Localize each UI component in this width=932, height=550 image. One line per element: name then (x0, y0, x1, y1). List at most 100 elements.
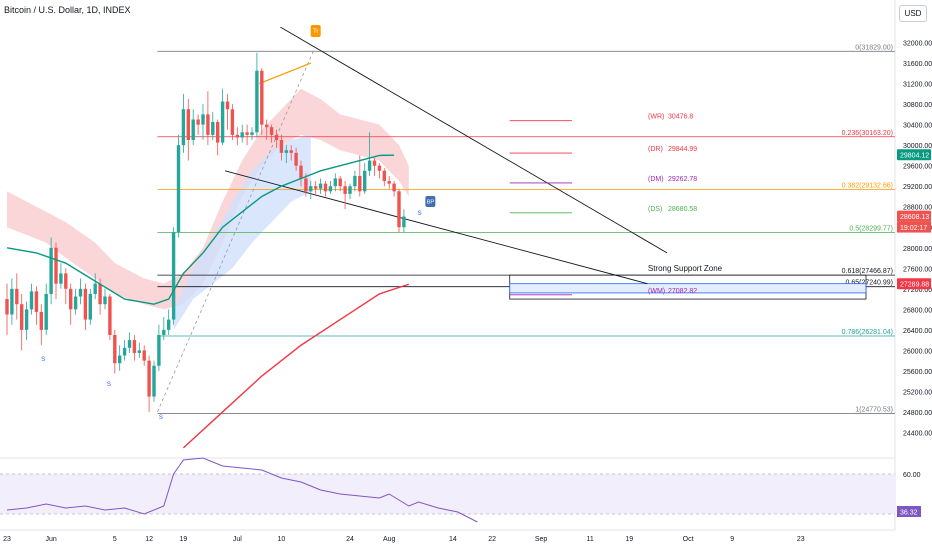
currency-button[interactable]: USD (899, 5, 927, 22)
candle-body (309, 186, 313, 192)
candle-body (103, 296, 107, 305)
time-tick-label: 19 (180, 536, 188, 543)
candle-body (39, 311, 43, 330)
ema-20-line (6, 154, 395, 305)
candle-body (265, 124, 269, 128)
s-marker: S (159, 415, 163, 421)
candle-body (377, 165, 382, 171)
candle-body (127, 340, 132, 348)
candle-body (397, 191, 401, 228)
candle-body (83, 288, 88, 320)
price-tick-label: 26400.00 (903, 328, 932, 335)
candle-body (73, 296, 78, 310)
countdown-text: 19:02:17 (900, 225, 927, 232)
time-tick-label: 22 (488, 536, 496, 543)
candle-body (108, 296, 112, 335)
pivot-value: 29262.78 (668, 176, 697, 183)
time-tick-label: 11 (586, 536, 593, 543)
price-tick-label: 32000.00 (903, 41, 932, 48)
time-tick-label: 23 (797, 536, 805, 543)
orange-segment (259, 62, 312, 85)
time-tick-label: Oct (683, 536, 694, 543)
candle-body (338, 178, 342, 187)
candle-body (113, 334, 117, 364)
fib-label: 0.786(26281.04) (842, 329, 893, 336)
price-tick-label: 28000.00 (903, 246, 932, 253)
tr-marker (310, 25, 321, 37)
candle-body (34, 291, 39, 312)
price-tick-label: 30800.00 (903, 102, 932, 109)
rsi-badge-text: 36.32 (900, 510, 918, 517)
time-tick-label: Sep (535, 536, 548, 543)
fib-label: 0.618(27466.87) (842, 268, 893, 275)
candle-body (269, 127, 274, 135)
candle-body (64, 273, 68, 289)
candle-body (132, 340, 137, 353)
price-tick-label: 30000.00 (903, 143, 932, 150)
time-tick-label: 23 (3, 536, 11, 543)
bp-marker (425, 196, 436, 207)
candle-body (78, 288, 83, 297)
candle-body (392, 183, 396, 192)
candle-body (88, 293, 92, 320)
price-tick-label: 31200.00 (903, 82, 932, 89)
candle-body (137, 350, 141, 353)
candle-body (284, 150, 288, 153)
candle-body (328, 186, 333, 192)
tr-marker-text: Tr (313, 29, 318, 35)
price-tick-label: 25200.00 (903, 389, 932, 396)
candle-body (5, 299, 9, 315)
candle-body (10, 288, 14, 315)
support-zone-inner (509, 283, 867, 294)
fib-label: 0.5(28299.77) (849, 225, 893, 232)
candle-body (122, 347, 127, 356)
ema-200-line (182, 283, 410, 449)
price-tick-label: 25600.00 (903, 369, 932, 376)
pivot-label: (WR) (648, 114, 664, 121)
candle-body (98, 283, 102, 305)
countdown-badge (897, 221, 931, 233)
candle-body (372, 160, 377, 166)
candle-body (367, 160, 372, 171)
candle-body (402, 216, 406, 228)
time-tick-label: 5 (113, 536, 117, 543)
candle-body (167, 319, 171, 330)
candle-body (245, 132, 249, 135)
upper-trendline (280, 26, 668, 254)
candle-body (191, 119, 195, 141)
time-tick-label: 9 (730, 536, 734, 543)
fib-label: 0(31829.00) (855, 44, 893, 51)
time-tick-label: Jul (233, 536, 242, 543)
price-tick-label: 29200.00 (903, 184, 932, 191)
time-tick-label: 12 (145, 536, 153, 543)
candle-body (314, 186, 318, 189)
candle-body (260, 70, 264, 125)
rsi-badge (897, 506, 921, 517)
candle-body (176, 145, 181, 233)
fib-label: 0.382(29132.66) (842, 183, 893, 190)
candle-body (225, 101, 230, 110)
s-marker: S (41, 357, 45, 363)
candle-body (147, 360, 151, 397)
ema20-badge (897, 149, 931, 161)
pivot-label: (WM) (648, 288, 665, 295)
time-tick-label: Jun (45, 536, 56, 543)
price-tick-label: 30400.00 (903, 123, 932, 130)
candle-body (230, 109, 235, 135)
price-tick-label: 28800.00 (903, 205, 932, 212)
last-price-text: 28608.13 (900, 214, 929, 221)
pivot-value: 30476.8 (668, 114, 693, 121)
support-zone-label: Strong Support Zone (648, 264, 723, 273)
candle-body (69, 288, 73, 310)
candle-body (171, 232, 176, 320)
candle-body (358, 175, 362, 192)
candle-body (157, 334, 161, 366)
candle-body (220, 101, 225, 143)
candle-body (29, 291, 34, 310)
candle-body (201, 114, 205, 125)
candle-body (343, 186, 347, 194)
ema20-text: 29804.12 (900, 153, 929, 160)
price-tick-label: 31600.00 (903, 61, 932, 68)
candle-body (382, 170, 386, 182)
